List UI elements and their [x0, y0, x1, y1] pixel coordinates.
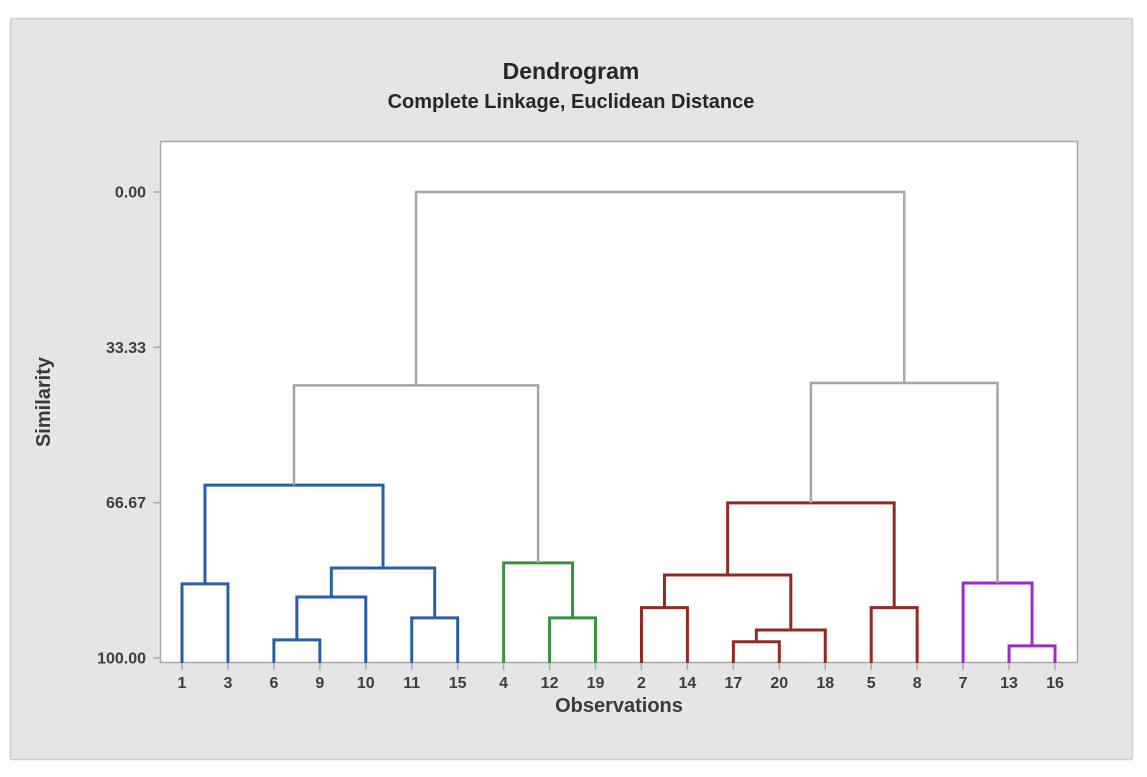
y-tick-label: 66.67	[106, 495, 146, 512]
leaf-label: 3	[223, 675, 232, 692]
leaf-label: 17	[724, 675, 742, 692]
leaf-label: 20	[770, 675, 788, 692]
leaf-label: 9	[315, 675, 324, 692]
chart-title: Dendrogram	[503, 58, 640, 84]
x-axis-title: Observations	[555, 695, 683, 717]
leaf-label: 2	[637, 675, 646, 692]
chart-subtitle: Complete Linkage, Euclidean Distance	[388, 91, 755, 113]
leaf-label: 7	[959, 675, 968, 692]
leaf-label: 11	[403, 675, 420, 692]
leaf-label: 13	[1000, 675, 1018, 692]
leaf-label: 1	[178, 675, 187, 692]
y-tick-label: 100.00	[97, 651, 146, 668]
y-tick-label: 33.33	[106, 340, 146, 357]
y-tick-label: 0.00	[115, 185, 146, 202]
leaf-label: 16	[1046, 675, 1064, 692]
leaf-label: 4	[499, 675, 508, 692]
leaf-label: 5	[867, 675, 876, 692]
leaf-label: 18	[816, 675, 834, 692]
leaf-label: 6	[269, 675, 278, 692]
leaf-label: 10	[357, 675, 375, 692]
leaf-label: 8	[913, 675, 922, 692]
leaf-label: 15	[449, 675, 467, 692]
leaf-label: 14	[679, 675, 697, 692]
leaf-label: 12	[541, 675, 559, 692]
leaf-label: 19	[587, 675, 605, 692]
y-axis-title: Similarity	[33, 356, 55, 447]
plot-area	[159, 140, 1079, 664]
dendrogram-branch-M18	[414, 190, 906, 386]
